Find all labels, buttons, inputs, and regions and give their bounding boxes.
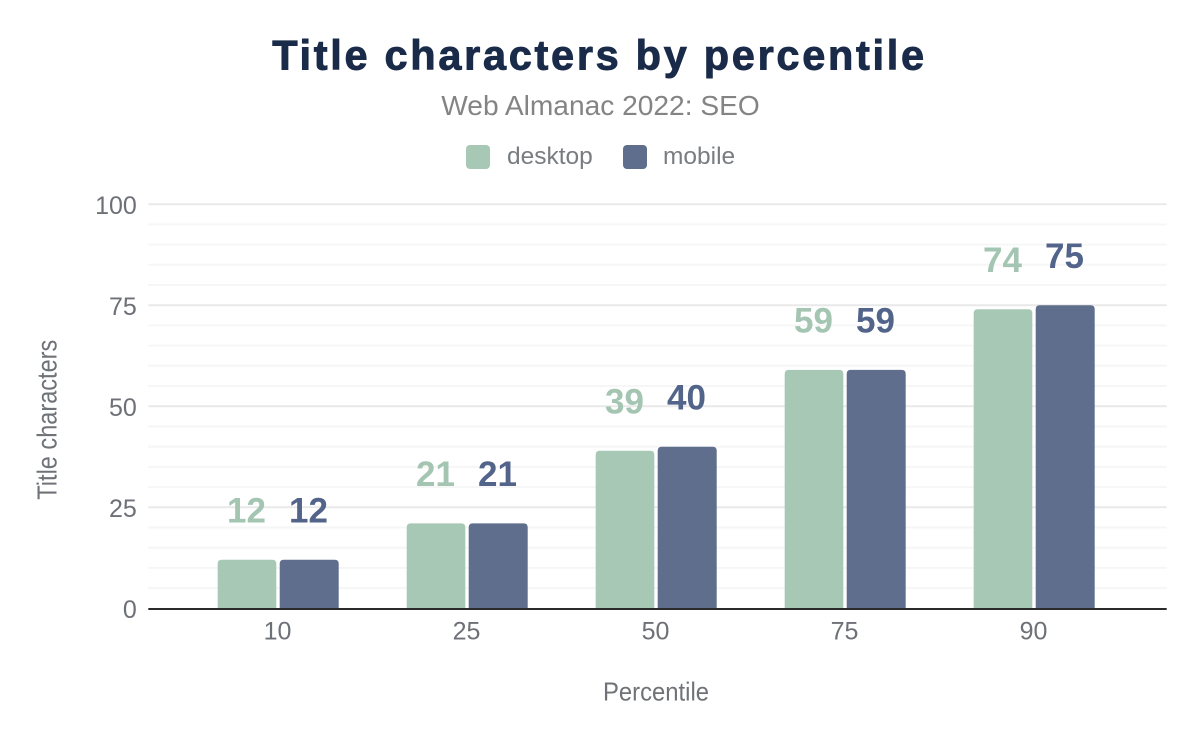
svg-text:0: 0 (123, 596, 137, 624)
svg-text:39: 39 (605, 382, 644, 421)
svg-text:25: 25 (453, 618, 481, 646)
svg-text:21: 21 (478, 455, 517, 494)
svg-text:25: 25 (109, 495, 137, 523)
svg-text:12: 12 (227, 492, 266, 531)
svg-text:desktop: desktop (507, 143, 593, 170)
svg-text:74: 74 (983, 241, 1022, 280)
svg-text:21: 21 (416, 455, 455, 494)
svg-text:mobile: mobile (663, 143, 735, 170)
svg-text:10: 10 (264, 618, 292, 646)
svg-text:50: 50 (109, 394, 137, 422)
svg-text:100: 100 (95, 192, 137, 220)
svg-text:59: 59 (794, 302, 833, 341)
svg-text:59: 59 (856, 302, 895, 341)
svg-text:90: 90 (1020, 618, 1048, 646)
svg-text:75: 75 (1045, 237, 1084, 276)
svg-text:Web Almanac 2022: SEO: Web Almanac 2022: SEO (441, 90, 760, 121)
svg-text:75: 75 (831, 618, 859, 646)
svg-text:Title characters: Title characters (32, 340, 63, 500)
svg-text:40: 40 (667, 378, 706, 417)
svg-text:Percentile: Percentile (603, 676, 709, 706)
svg-text:Title characters by percentile: Title characters by percentile (272, 31, 927, 78)
svg-text:12: 12 (289, 492, 328, 531)
svg-text:50: 50 (642, 618, 670, 646)
svg-text:75: 75 (109, 293, 137, 321)
